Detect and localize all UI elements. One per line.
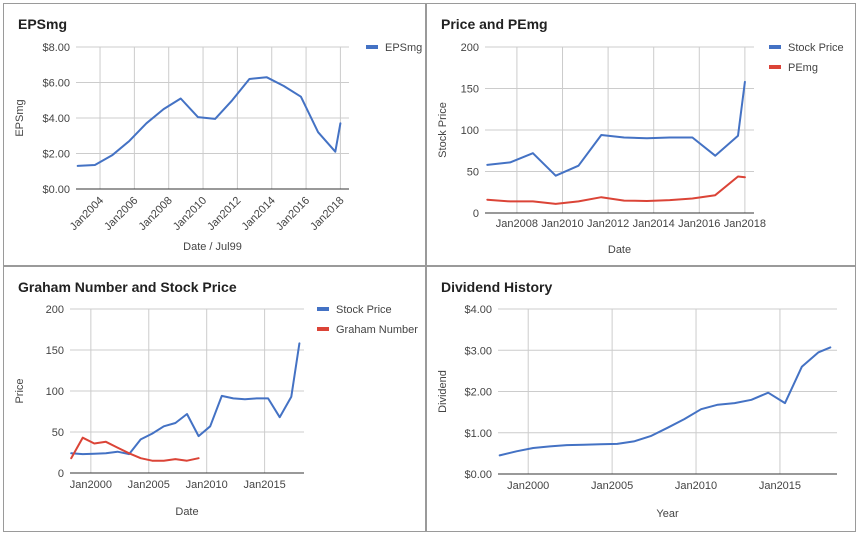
- y-tick-label: 150: [46, 345, 64, 357]
- y-tick-label: $2.00: [42, 149, 70, 161]
- x-axis-label: Year: [656, 508, 679, 520]
- x-tick-label: Jan2015: [244, 479, 286, 491]
- y-tick-label: $4.00: [464, 304, 492, 316]
- y-tick-label: $1.00: [464, 428, 492, 440]
- y-tick-label: 200: [461, 42, 479, 54]
- chart-price-pe: 0 50 100 150 200 Jan2008 Jan2010 Jan2012 Jan2014…: [437, 42, 844, 256]
- series-line: [498, 346, 832, 457]
- series-line: [486, 80, 746, 177]
- chart-graham: 0 50 100 150 200 Jan2000 Jan2005 Jan2010 Jan2015…: [14, 304, 418, 518]
- y-tick-label: $0.00: [464, 469, 492, 481]
- x-tick-label: Jan2008: [496, 218, 538, 230]
- y-axis-label: Stock Price: [437, 102, 449, 158]
- y-axis-label: Price: [14, 378, 26, 403]
- x-tick-label: Jan2008: [136, 195, 174, 233]
- legend-swatch: [317, 327, 329, 331]
- x-tick-label: Jan2018: [724, 218, 766, 230]
- x-tick-label: Jan2016: [274, 195, 312, 233]
- y-tick-label: 100: [461, 125, 479, 137]
- legend-label: Stock Price: [788, 42, 844, 54]
- x-tick-label: Jan2016: [678, 218, 720, 230]
- legend-swatch: [769, 45, 781, 49]
- x-axis-label: Date: [175, 506, 198, 518]
- panel-graham: 0 50 100 150 200 Jan2000 Jan2005 Jan2010 Jan2015…: [3, 266, 426, 532]
- series-line: [76, 76, 342, 167]
- x-tick-label: Jan2000: [507, 480, 549, 492]
- series-line: [70, 342, 301, 456]
- legend-swatch: [317, 307, 329, 311]
- x-tick-label: Jan2014: [633, 218, 675, 230]
- x-tick-label: Jan2012: [587, 218, 629, 230]
- x-tick-label: Jan2010: [541, 218, 583, 230]
- y-tick-label: $6.00: [42, 78, 70, 90]
- y-tick-label: $4.00: [42, 113, 70, 125]
- y-tick-label: 50: [52, 427, 64, 439]
- legend-label: EPSmg: [385, 42, 422, 54]
- y-tick-label: $0.00: [42, 184, 70, 196]
- panel-dividend: $0.00 $1.00 $2.00 $3.00 $4.00 Jan2000 Jan2005 J…: [426, 266, 856, 532]
- x-tick-label: Jan2014: [240, 195, 278, 233]
- y-tick-label: 0: [473, 208, 479, 220]
- x-axis-label: Date: [608, 244, 631, 256]
- x-tick-label: Jan2005: [128, 479, 170, 491]
- panel-price-pe: 0 50 100 150 200 Jan2008 Jan2010 Jan2012 Jan2014…: [426, 3, 856, 266]
- x-tick-label: Jan2010: [675, 480, 717, 492]
- legend-label: Stock Price: [336, 304, 392, 316]
- x-tick-label: Jan2006: [102, 195, 140, 233]
- chart-title: Dividend History: [441, 279, 553, 295]
- legend-swatch: [769, 65, 781, 69]
- legend-label: Graham Number: [336, 324, 418, 336]
- chart-title: EPSmg: [18, 16, 68, 32]
- chart-title: Price and PEmg: [441, 16, 548, 32]
- x-tick-label: Jan2018: [308, 195, 346, 233]
- legend-swatch: [366, 45, 378, 49]
- y-tick-label: $2.00: [464, 387, 492, 399]
- x-tick-label: Jan2012: [205, 195, 243, 233]
- y-tick-label: 100: [46, 386, 64, 398]
- y-tick-label: $3.00: [464, 345, 492, 357]
- series-line: [486, 175, 746, 205]
- series-line: [70, 436, 200, 462]
- x-tick-label: Jan2005: [591, 480, 633, 492]
- chart-eps: $0.00$2.00$4.00$6.00$8.00Jan2004Jan2006J…: [14, 42, 422, 253]
- y-tick-label: 50: [467, 167, 479, 179]
- x-tick-label: Jan2015: [759, 480, 801, 492]
- y-axis-label: EPSmg: [14, 99, 26, 136]
- panel-eps: $0.00 $2.00 $4.00 $6.00 $8.00 Jan2004 Jan2006 J…: [3, 3, 426, 266]
- x-tick-label: Jan2000: [70, 479, 112, 491]
- y-axis-label: Dividend: [437, 370, 449, 413]
- y-tick-label: 0: [58, 468, 64, 480]
- legend-label: PEmg: [788, 62, 818, 74]
- x-axis-label: Date / Jul99: [183, 241, 242, 253]
- y-tick-label: 200: [46, 304, 64, 316]
- chart-dividend: $0.00 $1.00 $2.00 $3.00 $4.00 Jan2000 Jan2005 J…: [437, 304, 837, 520]
- x-tick-label: Jan2004: [68, 195, 106, 233]
- chart-title: Graham Number and Stock Price: [18, 279, 237, 295]
- x-tick-label: Jan2010: [186, 479, 228, 491]
- y-tick-label: $8.00: [42, 42, 70, 54]
- x-tick-label: Jan2010: [171, 195, 209, 233]
- y-tick-label: 150: [461, 84, 479, 96]
